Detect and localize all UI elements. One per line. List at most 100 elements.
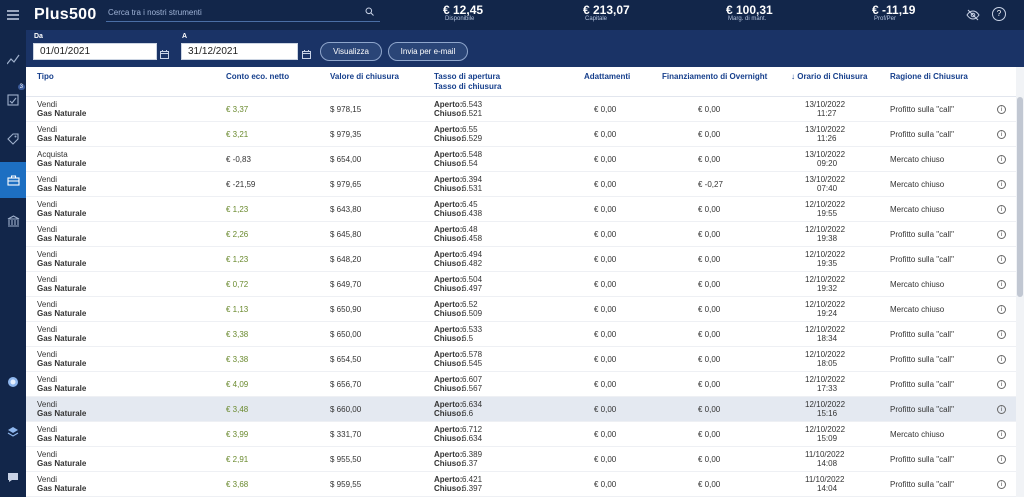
nav-orders-icon[interactable]: 3: [0, 84, 26, 110]
table-row[interactable]: Vendi Gas Naturale € 3,38 $ 650,00 Aperto: 6.…: [26, 322, 1016, 347]
row-net: € -21,59: [226, 180, 256, 189]
table-row[interactable]: Acquista Gas Naturale € -0,83 $ 654,00 Apert…: [26, 147, 1016, 172]
info-icon[interactable]: i: [997, 405, 1006, 414]
info-icon[interactable]: i: [997, 255, 1006, 264]
orders-badge: 3: [17, 84, 25, 90]
row-instrument: Gas Naturale: [37, 484, 87, 493]
scrollbar[interactable]: [1016, 67, 1024, 497]
row-instrument: Gas Naturale: [37, 159, 87, 168]
table-row[interactable]: Vendi Gas Naturale € 3,37 $ 978,15 Aperto: 6.…: [26, 97, 1016, 122]
info-icon[interactable]: i: [997, 205, 1006, 214]
margin-label: Marg. di mant.: [728, 16, 767, 22]
row-closed-label: Chiuso:: [434, 434, 464, 443]
table-row[interactable]: Vendi Gas Naturale € 2,26 $ 645,80 Aperto: 6.…: [26, 222, 1016, 247]
email-button[interactable]: Invia per e-mail: [388, 42, 468, 61]
table-row[interactable]: Vendi Gas Naturale € 3,48 $ 660,00 Aperto: 6.…: [26, 397, 1016, 422]
nav-status-icon[interactable]: [0, 371, 26, 393]
table-row[interactable]: Vendi Gas Naturale € 3,38 $ 654,50 Aperto: 6.…: [26, 347, 1016, 372]
row-close-date: 13/10/2022: [805, 150, 846, 159]
table-row[interactable]: Vendi Gas Naturale € 3,68 $ 959,55 Aperto: 6.…: [26, 472, 1016, 497]
row-open-rate: 6.634: [462, 400, 483, 409]
col-adjustments[interactable]: Adattamenti: [584, 72, 631, 81]
help-icon[interactable]: ?: [992, 7, 1006, 21]
row-overnight: € 0,00: [698, 455, 721, 464]
row-overnight: € 0,00: [698, 355, 721, 364]
col-overnight[interactable]: Finanziamento di Overnight: [662, 72, 768, 81]
info-icon[interactable]: i: [997, 130, 1006, 139]
row-instrument: Gas Naturale: [37, 209, 87, 218]
table-row[interactable]: Vendi Gas Naturale € 4,09 $ 656,70 Aperto: 6.…: [26, 372, 1016, 397]
table-row[interactable]: Vendi Gas Naturale € 3,21 $ 979,35 Aperto: 6.…: [26, 122, 1016, 147]
info-icon[interactable]: i: [997, 430, 1006, 439]
table-row[interactable]: Vendi Gas Naturale € 3,99 $ 331,70 Aperto: 6.…: [26, 422, 1016, 447]
info-icon[interactable]: i: [997, 480, 1006, 489]
nav-layers-icon[interactable]: [0, 421, 26, 443]
nav-bank-icon[interactable]: [0, 210, 26, 232]
search-placeholder: Cerca tra i nostri strumenti: [108, 8, 202, 17]
info-icon[interactable]: i: [997, 305, 1006, 314]
row-close-value: $ 643,80: [330, 205, 362, 214]
info-icon[interactable]: i: [997, 280, 1006, 289]
row-close-value: $ 331,70: [330, 430, 362, 439]
show-button[interactable]: Visualizza: [320, 42, 382, 61]
row-closed-rate: 6.37: [462, 459, 478, 468]
row-net: € 1,23: [226, 205, 249, 214]
info-icon[interactable]: i: [997, 455, 1006, 464]
col-type[interactable]: Tipo: [37, 72, 54, 81]
table-row[interactable]: Vendi Gas Naturale € -21,59 $ 979,65 Aperto:…: [26, 172, 1016, 197]
row-adjustments: € 0,00: [594, 130, 617, 139]
nav-tag-icon[interactable]: [0, 128, 26, 150]
menu-icon[interactable]: [0, 4, 26, 26]
row-close-date: 12/10/2022: [805, 225, 846, 234]
col-close-value[interactable]: Valore di chiusura: [330, 72, 399, 81]
table-row[interactable]: Vendi Gas Naturale € 0,72 $ 649,70 Aperto: 6.…: [26, 272, 1016, 297]
row-close-value: $ 654,50: [330, 355, 362, 364]
scrollbar-thumb[interactable]: [1017, 97, 1023, 297]
row-open-rate: 6.494: [462, 250, 483, 259]
table-row[interactable]: Vendi Gas Naturale € 1,23 $ 643,80 Aperto: 6.…: [26, 197, 1016, 222]
row-overnight: € -0,27: [698, 180, 723, 189]
from-date-input[interactable]: [33, 43, 157, 60]
row-action: Vendi: [37, 225, 58, 234]
calendar-icon[interactable]: [302, 46, 311, 64]
row-adjustments: € 0,00: [594, 380, 617, 389]
row-instrument: Gas Naturale: [37, 334, 87, 343]
table-row[interactable]: Vendi Gas Naturale € 1,13 $ 650,90 Aperto: 6.…: [26, 297, 1016, 322]
row-open-rate: 6.543: [462, 100, 483, 109]
col-reason[interactable]: Ragione di Chiusura: [890, 72, 968, 81]
table-row[interactable]: Vendi Gas Naturale € 2,91 $ 955,50 Aperto: 6.…: [26, 447, 1016, 472]
info-icon[interactable]: i: [997, 355, 1006, 364]
row-reason: Profitto sulla "call": [890, 405, 954, 414]
search-input[interactable]: Cerca tra i nostri strumenti: [106, 5, 380, 22]
row-closed-rate: 6.509: [462, 309, 483, 318]
row-overnight: € 0,00: [698, 280, 721, 289]
col-close-time[interactable]: ↓ Orario di Chiusura: [791, 72, 868, 81]
row-instrument: Gas Naturale: [37, 359, 87, 368]
row-adjustments: € 0,00: [594, 405, 617, 414]
row-adjustments: € 0,00: [594, 280, 617, 289]
nav-portfolio-icon[interactable]: [0, 162, 26, 198]
info-icon[interactable]: i: [997, 330, 1006, 339]
col-net[interactable]: Conto eco. netto: [226, 72, 290, 81]
chat-icon[interactable]: [0, 467, 26, 487]
info-icon[interactable]: i: [997, 180, 1006, 189]
table-row[interactable]: Vendi Gas Naturale € 1,23 $ 648,20 Aperto: 6.…: [26, 247, 1016, 272]
to-date-input[interactable]: [181, 43, 298, 60]
col-rates[interactable]: Tasso di apertura Tasso di chiusura: [434, 72, 501, 92]
col-open-rate: Tasso di apertura: [434, 72, 501, 81]
row-action: Vendi: [37, 425, 58, 434]
search-icon[interactable]: [365, 7, 374, 18]
info-icon[interactable]: i: [997, 230, 1006, 239]
info-icon[interactable]: i: [997, 380, 1006, 389]
row-action: Vendi: [37, 375, 58, 384]
info-icon[interactable]: i: [997, 155, 1006, 164]
info-icon[interactable]: i: [997, 105, 1006, 114]
capital-value: € 213,07: [583, 3, 630, 17]
hide-balance-icon[interactable]: [966, 8, 980, 26]
nav-trade-chart-icon[interactable]: [0, 48, 26, 70]
row-close-time: 15:16: [817, 409, 838, 418]
capital-label: Capitale: [585, 16, 608, 22]
row-close-date: 12/10/2022: [805, 400, 846, 409]
calendar-icon[interactable]: [160, 46, 169, 64]
row-reason: Profitto sulla "call": [890, 230, 954, 239]
